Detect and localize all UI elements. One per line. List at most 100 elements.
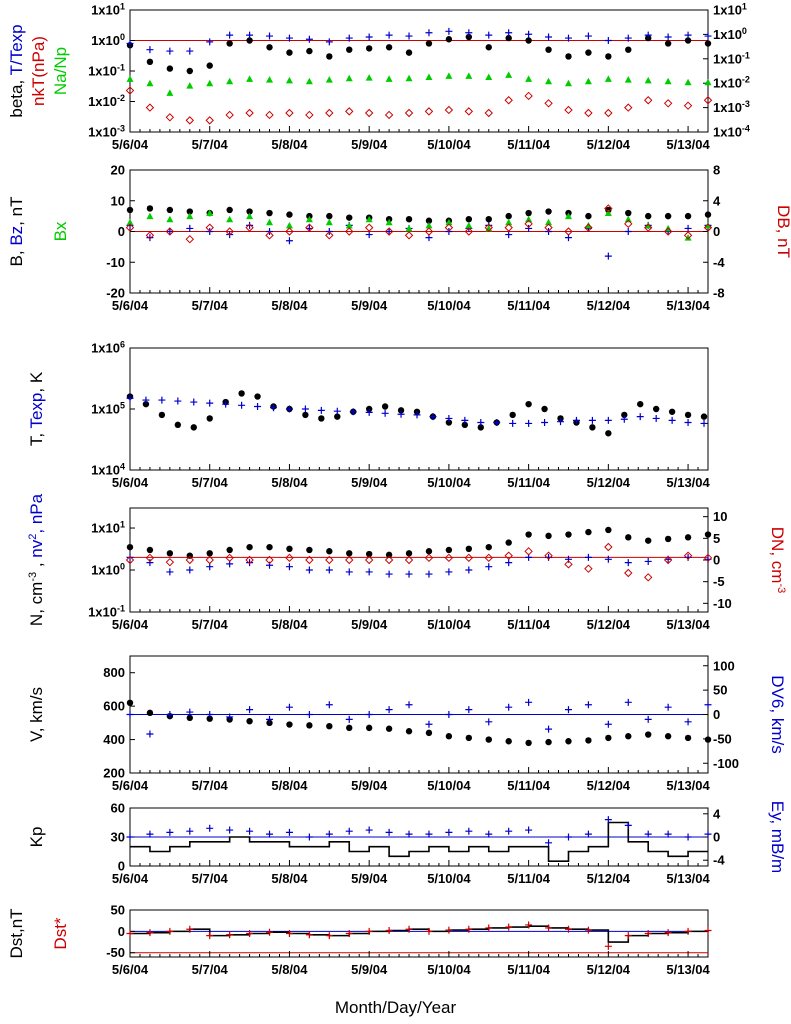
data-point	[365, 568, 373, 576]
data-point	[464, 107, 474, 116]
data-point	[504, 223, 513, 232]
data-point	[385, 828, 393, 836]
data-point	[604, 252, 612, 260]
data-point	[584, 223, 593, 232]
data-point	[190, 424, 197, 431]
data-point	[405, 701, 413, 709]
data-point	[206, 209, 214, 217]
x-tick-label: 5/7/04	[192, 137, 229, 152]
data-point	[445, 218, 453, 226]
data-point	[525, 739, 532, 747]
data-point	[345, 930, 353, 937]
data-point	[485, 44, 492, 51]
data-point	[545, 738, 552, 746]
data-point	[505, 34, 512, 42]
data-point	[604, 555, 612, 563]
data-point	[684, 234, 692, 241]
data-point	[226, 931, 234, 939]
data-point	[700, 419, 708, 427]
series-dn	[125, 542, 713, 582]
data-point	[266, 715, 274, 723]
series-b	[126, 205, 712, 224]
data-point	[146, 709, 154, 717]
data-point	[564, 560, 573, 569]
data-point	[565, 531, 572, 538]
y2-tick-label: 0	[713, 830, 720, 845]
data-point	[226, 206, 233, 214]
data-point	[285, 108, 294, 118]
data-point	[564, 105, 573, 115]
y-tick-label: 1x101	[91, 2, 125, 18]
data-point	[246, 827, 254, 835]
y-tick-label: 0	[118, 859, 125, 874]
data-point	[504, 96, 513, 105]
data-point	[404, 108, 414, 118]
data-point	[186, 708, 194, 716]
data-point	[238, 401, 246, 409]
y-tick-label: 0	[118, 924, 125, 939]
data-point	[206, 79, 214, 87]
y-tick-label: 50	[111, 903, 125, 918]
y2-tick-label: 4	[713, 193, 721, 208]
data-point	[266, 209, 273, 217]
panel-frame	[129, 507, 709, 613]
data-point	[206, 38, 214, 46]
data-point	[663, 227, 673, 236]
data-point	[643, 573, 653, 582]
data-point	[584, 830, 592, 838]
data-point	[405, 728, 413, 735]
data-point	[704, 40, 712, 47]
data-point	[564, 79, 572, 87]
data-point	[346, 46, 353, 53]
x-tick-label: 5/6/04	[112, 137, 149, 152]
data-point	[644, 76, 652, 84]
data-point	[605, 53, 612, 60]
data-point	[246, 208, 253, 215]
x-tick-label: 5/6/04	[112, 778, 149, 793]
x-tick-label: 5/9/04	[351, 475, 388, 490]
x-tick-label: 5/11/04	[507, 475, 550, 490]
data-point	[505, 559, 513, 567]
panel-frame	[129, 9, 709, 133]
series-line	[130, 925, 709, 943]
data-point	[146, 830, 154, 838]
data-point	[624, 34, 632, 42]
data-point	[226, 713, 234, 721]
data-point	[664, 733, 672, 740]
data-point	[186, 82, 194, 89]
data-point	[444, 105, 454, 115]
data-point	[624, 698, 632, 706]
data-point	[245, 555, 254, 565]
data-point	[301, 405, 309, 413]
y2-tick-label: 100	[713, 658, 735, 673]
y-tick-label: 200	[103, 766, 125, 781]
data-point	[445, 568, 453, 576]
data-point	[126, 218, 134, 226]
y2-axis-label: DN, cm-3	[768, 527, 787, 593]
data-point	[325, 38, 333, 46]
data-point	[186, 224, 194, 232]
data-point	[703, 96, 713, 105]
data-point	[365, 927, 373, 935]
x-tick-label: 5/7/04	[192, 778, 229, 793]
data-point	[703, 223, 713, 232]
data-point	[306, 47, 313, 55]
x-tick-label: 5/8/04	[271, 475, 308, 490]
data-point	[186, 714, 193, 722]
data-point	[445, 828, 453, 836]
data-point	[703, 553, 713, 563]
data-point	[381, 409, 389, 417]
y2-tick-label: 1x10-2	[713, 75, 750, 91]
data-point	[225, 227, 234, 236]
data-point	[644, 221, 652, 229]
data-point	[704, 221, 712, 229]
data-point	[238, 390, 245, 397]
data-point	[604, 209, 612, 217]
data-point	[465, 925, 473, 933]
y2-axis-label: DV6, km/s	[768, 675, 787, 753]
data-point	[186, 212, 194, 220]
x-tick-label: 5/10/04	[427, 617, 471, 632]
x-tick-label: 5/12/04	[587, 617, 631, 632]
data-point	[504, 551, 513, 560]
data-point	[465, 545, 473, 553]
